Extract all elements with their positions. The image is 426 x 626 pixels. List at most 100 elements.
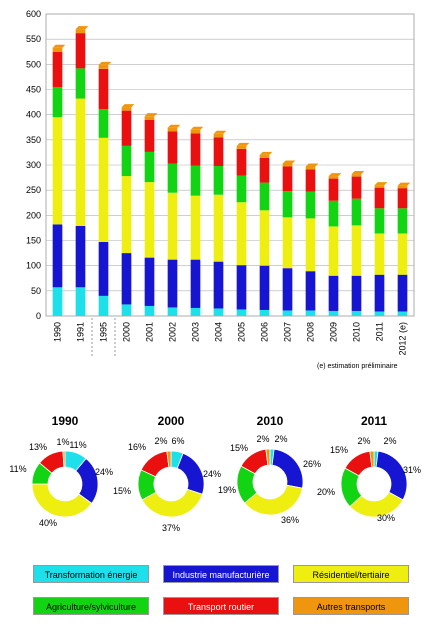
bar-segment <box>52 86 63 118</box>
bar-segment <box>190 165 201 196</box>
y-tick-label: 350 <box>26 135 41 145</box>
bar-top-cap <box>328 173 342 177</box>
donut-2011: 2011 2% 31% 30% 20% 15% 2% <box>317 414 421 523</box>
bar-segment <box>328 226 339 276</box>
donut-percent-label: 19% <box>218 485 236 495</box>
bar-segment <box>52 287 63 316</box>
y-tick-label: 50 <box>31 286 41 296</box>
bar-segment <box>75 225 86 288</box>
bar-top-cap <box>305 163 319 167</box>
bar-top-cap <box>282 160 296 164</box>
bar-segment <box>351 174 362 177</box>
x-tick-label: 2000 <box>122 322 132 342</box>
bar-segment <box>144 151 155 183</box>
y-tick-label: 400 <box>26 110 41 120</box>
bar-segment <box>190 259 201 308</box>
donut-percent-label: 40% <box>39 518 57 528</box>
bar-segment <box>374 233 385 275</box>
donut-percent-label: 11% <box>69 440 86 450</box>
bar-segment <box>121 304 132 316</box>
y-tick-label: 100 <box>26 261 41 271</box>
donut-percent-label: 37% <box>162 523 180 533</box>
legend-item-transformation-energie: Transformation énergie <box>33 565 149 583</box>
bar-segment <box>397 274 408 312</box>
bar-segment <box>397 233 408 275</box>
legend: Transformation énergie Industrie manufac… <box>33 565 413 617</box>
bar-segment <box>98 295 109 316</box>
bar-segment <box>121 110 132 146</box>
bar-top-cap <box>167 124 181 128</box>
bar-segment <box>144 119 155 152</box>
bar-segment <box>328 176 339 179</box>
bar-segment <box>259 210 270 266</box>
donut-percent-label: 36% <box>281 515 299 525</box>
bar-segment <box>144 116 155 120</box>
bar-segment <box>213 194 224 262</box>
bar-top-cap <box>351 171 365 175</box>
donut-2010: 2010 2% 26% 36% 19% 15% 2% <box>218 414 321 525</box>
bar-segment <box>259 182 270 211</box>
donut-percent-label: 15% <box>230 443 248 453</box>
donut-percent-label: 16% <box>128 442 146 452</box>
legend-item-autres-transports: Autres transports <box>293 597 409 615</box>
y-tick-label: 0 <box>36 311 41 321</box>
bar-segment <box>374 185 385 188</box>
bar-segment <box>374 208 385 234</box>
bar-top-cap <box>190 126 204 130</box>
x-tick-label: 2007 <box>283 322 293 342</box>
bar-segment <box>213 133 224 138</box>
bar-top-cap <box>374 182 388 186</box>
x-tick-label: 2005 <box>237 322 247 342</box>
donut-slice <box>265 448 271 466</box>
y-tick-label: 150 <box>26 236 41 246</box>
bar-segment <box>236 309 247 316</box>
bar-segment <box>75 98 86 226</box>
bar-segment <box>75 33 86 69</box>
bar-segment <box>213 137 224 167</box>
donut-slice <box>62 450 66 468</box>
bar-segment <box>98 109 109 138</box>
bar-top-cap <box>259 151 273 155</box>
x-tick-label: 2001 <box>145 322 155 342</box>
x-tick-label: 1991 <box>76 322 86 342</box>
x-tick-label: 2008 <box>306 322 316 342</box>
y-tick-label: 600 <box>26 9 41 19</box>
bar-segment <box>397 311 408 316</box>
bar-segment <box>167 163 178 193</box>
x-tick-label: 2011 <box>375 322 385 341</box>
donut-slice <box>375 450 408 501</box>
bar-segment <box>351 198 362 226</box>
donut-slice <box>369 450 375 468</box>
donut-percent-label: 30% <box>377 513 395 523</box>
bar-segment <box>190 195 201 260</box>
bar-segment <box>236 202 247 266</box>
donut-title: 2010 <box>257 414 284 428</box>
donut-title: 2011 <box>361 414 387 428</box>
donut-1990: 1990 11% 24% 40% 11% 13% 1% <box>9 414 113 528</box>
donut-percent-label: 13% <box>29 442 47 452</box>
bar-segment <box>98 242 109 296</box>
bar-segment <box>52 224 63 288</box>
bar-segment <box>167 192 178 260</box>
bar-segment <box>121 253 132 305</box>
bar-segment <box>397 185 408 189</box>
bar-segment <box>144 305 155 316</box>
bar-segment <box>167 307 178 316</box>
bar-top-cap <box>397 182 411 186</box>
bar-segment <box>351 176 362 199</box>
bar-segment <box>397 208 408 234</box>
bar-segment <box>351 310 362 316</box>
footnote: (e) estimation préliminaire <box>317 363 398 370</box>
donut-title: 2000 <box>158 414 185 428</box>
bar-segment <box>190 133 201 166</box>
y-tick-label: 250 <box>26 185 41 195</box>
bar-segment <box>259 154 270 158</box>
bar-segment <box>328 310 339 316</box>
bar-segment <box>52 47 63 52</box>
bar-segment <box>190 307 201 316</box>
bar-segment <box>236 175 247 203</box>
donut-percent-label: 11% <box>9 464 26 474</box>
bar-segment <box>282 166 293 192</box>
bar-segment <box>282 268 293 311</box>
